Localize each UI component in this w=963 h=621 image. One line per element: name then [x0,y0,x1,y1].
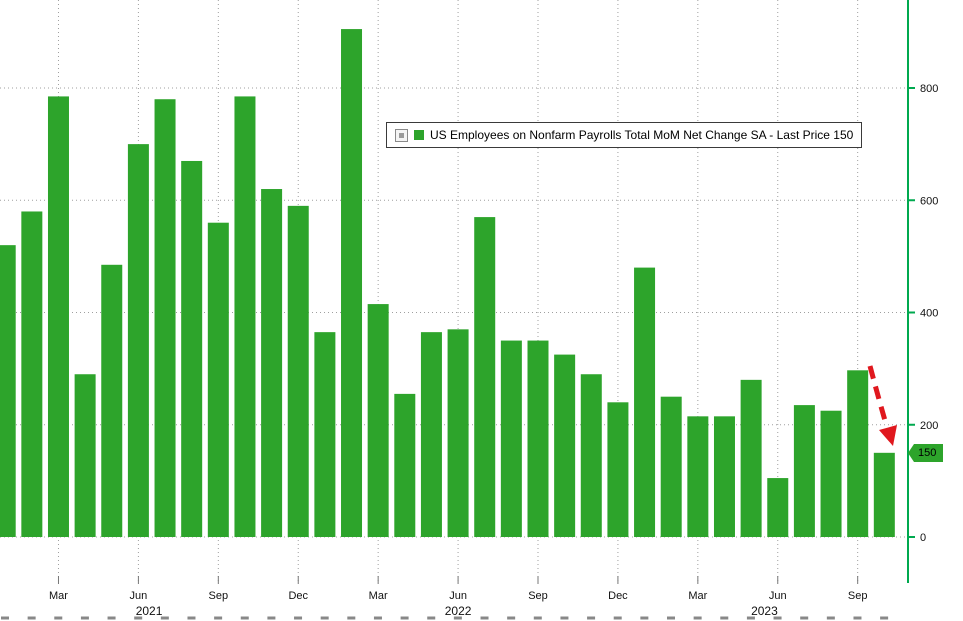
bar-feb-2021 [21,211,43,537]
bar-oct-2021 [234,96,256,537]
x-month-label: Mar [688,590,707,602]
bar-jun-2023 [767,478,789,537]
bar-nov-2022 [580,374,602,537]
bar-apr-2021 [74,374,96,537]
bar-jul-2023 [793,405,815,537]
bar-jun-2021 [127,144,149,537]
x-month-label: Mar [369,590,388,602]
x-month-label: Jun [130,590,148,602]
y-tick-label: 800 [920,83,938,95]
series-legend[interactable]: US Employees on Nonfarm Payrolls Total M… [386,122,863,148]
badge-pointer-icon [908,444,914,462]
red-arrow-head [879,425,897,446]
bar-mar-2021 [47,96,69,537]
bar-nov-2021 [261,189,283,537]
bar-apr-2023 [713,416,735,537]
x-year-label: 2023 [751,604,778,618]
x-year-label: 2022 [445,604,472,618]
bar-sep-2023 [847,370,869,537]
series-legend-label: US Employees on Nonfarm Payrolls Total M… [430,128,854,142]
bar-jul-2021 [154,99,176,537]
last-price-value: 150 [914,444,944,462]
bar-jul-2022 [474,217,496,537]
bar-feb-2022 [341,29,363,537]
x-month-label: Sep [209,590,229,602]
y-tick-label: 600 [920,195,938,207]
bar-mar-2022 [367,304,389,537]
last-price-badge: 150 [908,444,944,462]
bar-jan-2021 [0,245,16,537]
bar-oct-2022 [554,354,576,537]
bar-may-2023 [740,379,762,537]
bar-aug-2021 [181,160,203,537]
bar-dec-2021 [287,205,309,538]
bar-may-2021 [101,264,123,537]
y-tick-label: 200 [920,420,938,432]
x-month-label: Sep [528,590,548,602]
series-color-swatch-icon [414,130,424,140]
x-month-label: Dec [608,590,628,602]
bar-feb-2023 [660,396,682,537]
bar-sep-2021 [207,222,229,537]
bar-apr-2022 [394,393,416,537]
x-month-label: Sep [848,590,868,602]
bar-aug-2022 [500,340,522,537]
y-tick-label: 0 [920,532,926,544]
bar-sep-2022 [527,340,549,537]
bar-jan-2022 [314,332,336,537]
x-month-label: Jun [449,590,467,602]
x-month-label: Jun [769,590,787,602]
y-tick-label: 400 [920,308,938,320]
bar-may-2022 [420,332,442,537]
bar-aug-2023 [820,410,842,537]
bar-dec-2022 [607,402,629,537]
bar-jun-2022 [447,329,469,537]
x-year-label: 2021 [136,604,163,618]
bar-oct-2023 [873,452,895,537]
x-month-label: Dec [288,590,308,602]
legend-collapse-icon[interactable] [395,128,408,142]
x-month-label: Mar [49,590,68,602]
bar-jan-2023 [634,267,656,537]
red-arrow-shaft [867,365,889,425]
bar-mar-2023 [687,416,709,537]
